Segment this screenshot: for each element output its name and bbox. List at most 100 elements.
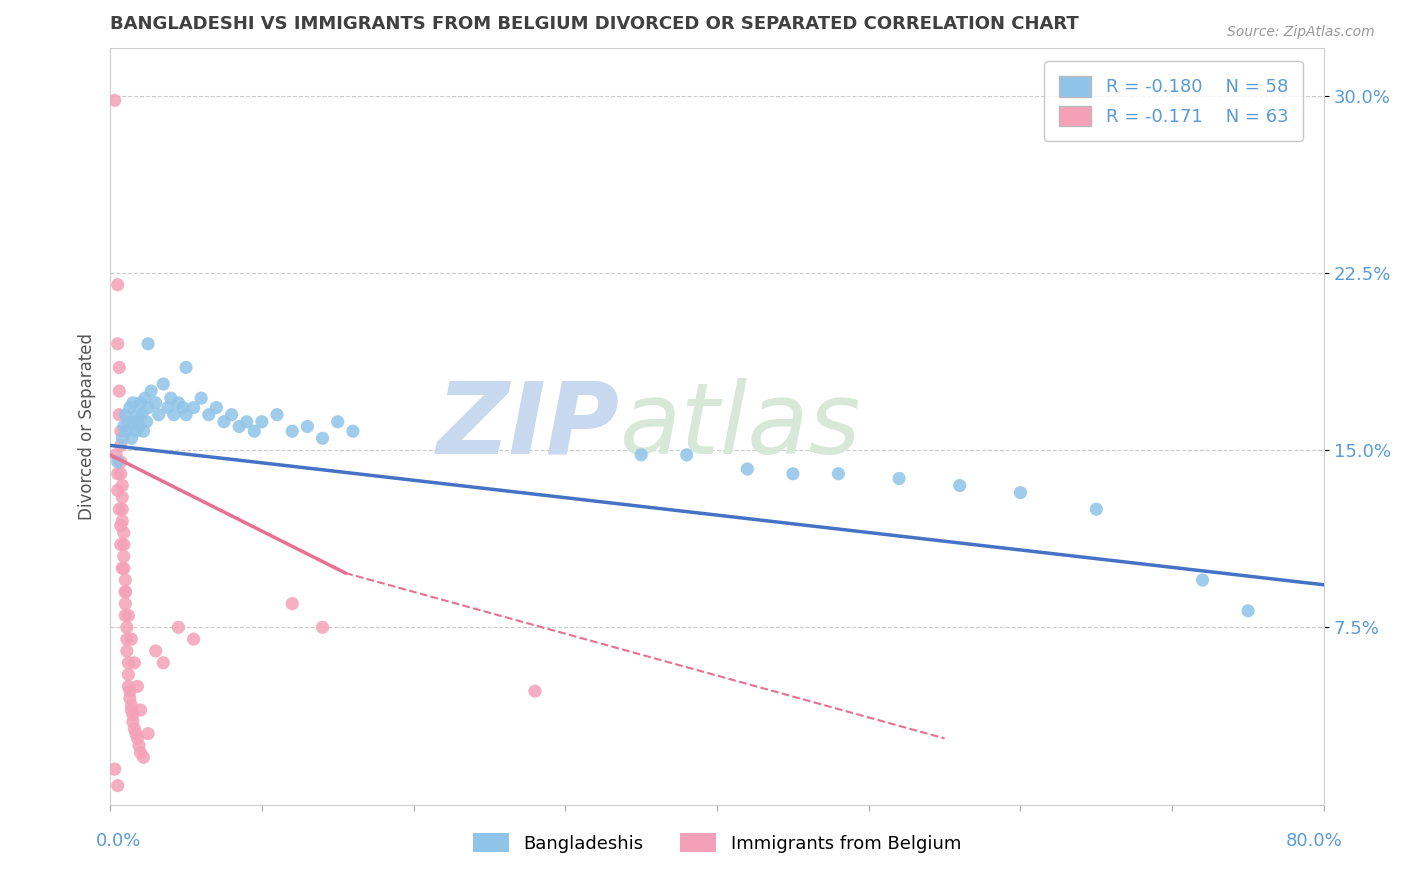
Point [115, 644, 138, 658]
Point [134, 391, 156, 405]
Point [1010, 485, 1032, 500]
Point [1237, 604, 1260, 618]
Point [311, 431, 333, 445]
Point [111, 514, 134, 528]
Point [737, 462, 759, 476]
Point [112, 549, 135, 564]
Point [114, 597, 136, 611]
Point [112, 561, 135, 575]
Text: 0.0%: 0.0% [96, 832, 141, 850]
Point [107, 277, 129, 292]
Point [127, 680, 149, 694]
Point [342, 424, 364, 438]
Point [183, 401, 205, 415]
Point [111, 478, 134, 492]
Point [128, 739, 150, 753]
Point [160, 391, 183, 405]
Point [112, 525, 135, 540]
Point [311, 620, 333, 634]
Point [136, 401, 159, 415]
Point [827, 467, 849, 481]
Point [115, 632, 138, 647]
Point [235, 415, 257, 429]
Legend: R = -0.180    N = 58, R = -0.171    N = 63: R = -0.180 N = 58, R = -0.171 N = 63 [1045, 62, 1303, 141]
Point [107, 779, 129, 793]
Point [136, 726, 159, 740]
Point [172, 401, 194, 415]
Point [108, 360, 131, 375]
Point [114, 585, 136, 599]
Point [221, 408, 243, 422]
Point [949, 478, 972, 492]
Point [104, 94, 127, 108]
Point [111, 431, 134, 445]
Point [127, 408, 149, 422]
Point [174, 360, 197, 375]
Point [326, 415, 349, 429]
Point [110, 467, 132, 481]
Point [110, 518, 132, 533]
Text: Source: ZipAtlas.com: Source: ZipAtlas.com [1227, 25, 1375, 39]
Text: 80.0%: 80.0% [1286, 832, 1343, 850]
Point [124, 415, 146, 429]
Point [108, 408, 131, 422]
Point [124, 722, 146, 736]
Point [675, 448, 697, 462]
Point [115, 424, 138, 438]
Point [887, 471, 910, 485]
Point [152, 656, 174, 670]
Point [145, 644, 167, 658]
Point [120, 431, 142, 445]
Point [1191, 573, 1213, 587]
Point [104, 762, 127, 776]
Point [297, 419, 319, 434]
Point [108, 502, 131, 516]
Point [122, 714, 145, 729]
Point [212, 415, 235, 429]
Point [111, 491, 134, 505]
Point [107, 455, 129, 469]
Point [156, 401, 179, 415]
Point [111, 561, 134, 575]
Point [118, 691, 141, 706]
Point [108, 384, 131, 398]
Point [205, 401, 228, 415]
Point [228, 419, 250, 434]
Point [167, 396, 190, 410]
Point [110, 455, 132, 469]
Point [132, 750, 155, 764]
Point [127, 731, 149, 746]
Point [117, 608, 139, 623]
Point [139, 384, 162, 398]
Point [1085, 502, 1108, 516]
Point [163, 408, 186, 422]
Point [167, 620, 190, 634]
Point [129, 703, 152, 717]
Point [118, 684, 141, 698]
Point [266, 408, 288, 422]
Point [114, 573, 136, 587]
Point [174, 408, 197, 422]
Point [107, 336, 129, 351]
Point [125, 424, 148, 438]
Y-axis label: Divorced or Separated: Divorced or Separated [79, 333, 96, 520]
Point [125, 726, 148, 740]
Point [117, 680, 139, 694]
Text: BANGLADESHI VS IMMIGRANTS FROM BELGIUM DIVORCED OR SEPARATED CORRELATION CHART: BANGLADESHI VS IMMIGRANTS FROM BELGIUM D… [110, 15, 1078, 33]
Point [110, 538, 132, 552]
Point [281, 597, 304, 611]
Point [118, 401, 141, 415]
Point [128, 419, 150, 434]
Text: ZIP: ZIP [437, 378, 620, 475]
Point [129, 746, 152, 760]
Point [117, 415, 139, 429]
Point [112, 538, 135, 552]
Point [120, 703, 142, 717]
Point [112, 419, 135, 434]
Point [114, 408, 136, 422]
Point [145, 396, 167, 410]
Point [523, 684, 546, 698]
Point [124, 656, 146, 670]
Point [115, 620, 138, 634]
Point [183, 632, 205, 647]
